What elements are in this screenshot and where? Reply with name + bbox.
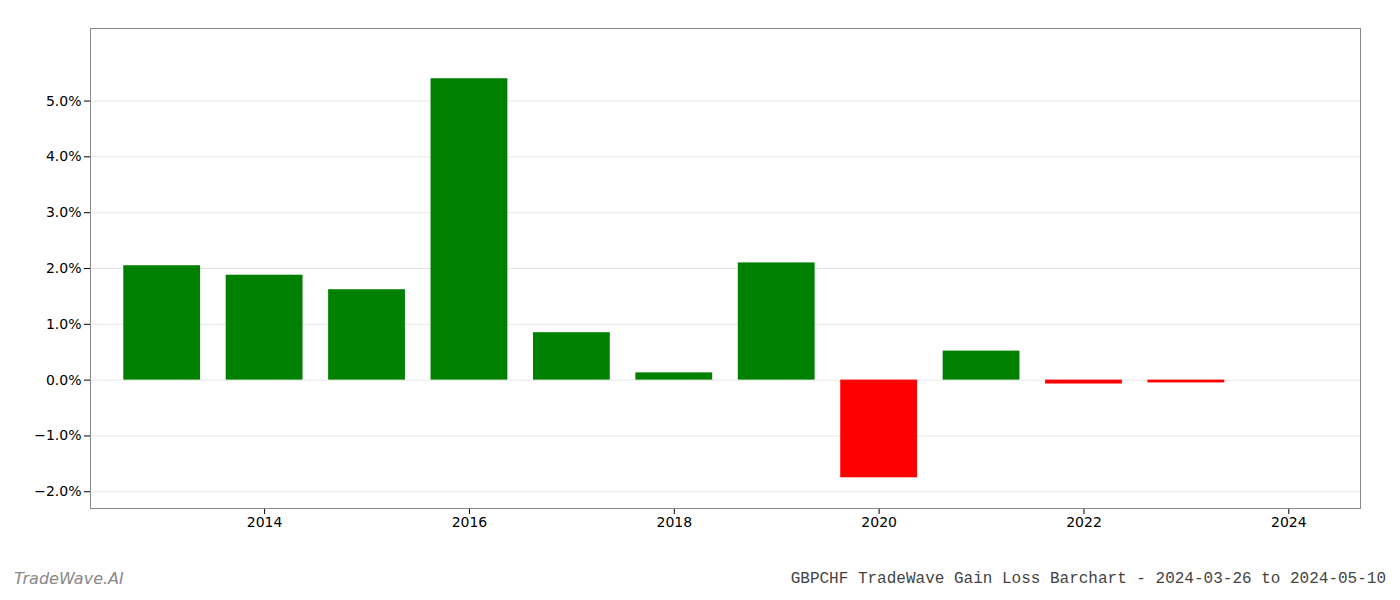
svg-text:2.0%: 2.0%	[46, 260, 82, 276]
svg-text:1.0%: 1.0%	[46, 316, 82, 332]
svg-text:−2.0%: −2.0%	[34, 483, 81, 499]
svg-text:4.0%: 4.0%	[46, 148, 82, 164]
svg-text:2022: 2022	[1066, 514, 1102, 530]
svg-text:2016: 2016	[452, 514, 488, 530]
svg-text:5.0%: 5.0%	[46, 93, 82, 109]
html-text:TradeWave.AI: TradeWave.AI	[14, 569, 124, 588]
html-text:GBPCHF TradeWave Gain Loss Bar: GBPCHF TradeWave Gain Loss Barchart - 20…	[790, 570, 1386, 588]
svg-text:3.0%: 3.0%	[46, 204, 82, 220]
svg-text:−1.0%: −1.0%	[34, 427, 81, 443]
svg-text:2014: 2014	[247, 514, 283, 530]
svg-text:2020: 2020	[861, 514, 897, 530]
svg-text:2018: 2018	[656, 514, 692, 530]
svg-text:0.0%: 0.0%	[46, 372, 82, 388]
svg-text:2024: 2024	[1271, 514, 1307, 530]
